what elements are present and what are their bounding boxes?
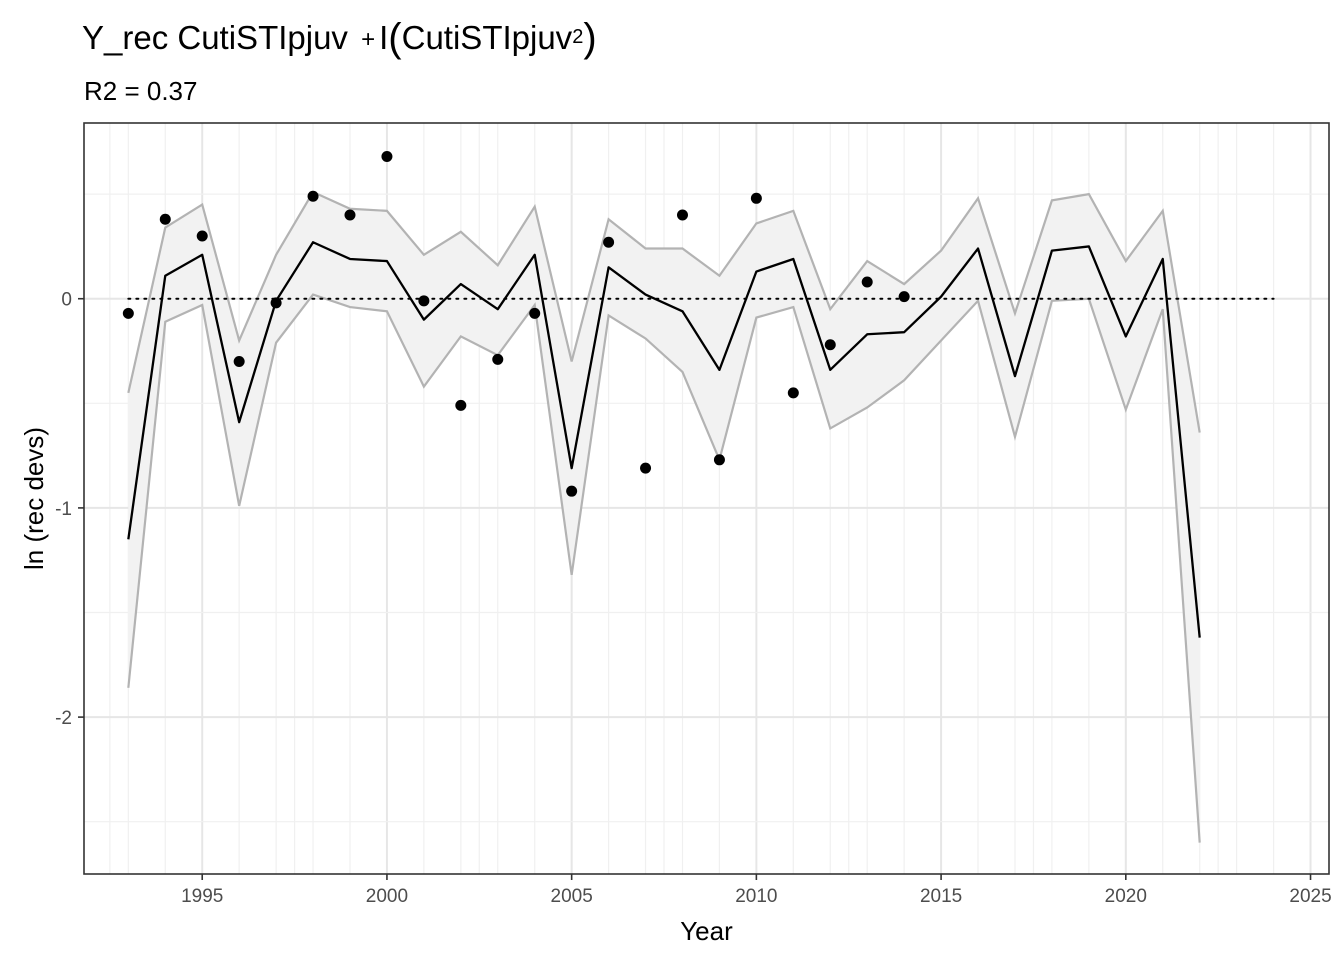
observed-point — [455, 399, 467, 411]
title-close-paren: ) — [583, 16, 597, 60]
chart-title: Y_rec CutiSTIpjuv + I(CutiSTIpjuv2) — [82, 14, 597, 60]
panel-background — [84, 123, 1329, 874]
observed-point — [492, 353, 504, 365]
grid-lines — [84, 123, 1329, 874]
observed-point — [787, 387, 799, 399]
chart-subtitle: R2 = 0.37 — [84, 76, 198, 106]
observed-point — [381, 150, 393, 162]
observed-point — [566, 485, 578, 497]
x-axis-title: Year — [680, 916, 733, 946]
observed-point — [676, 209, 688, 221]
observed-point — [196, 230, 208, 242]
title-prefix: Y_rec CutiSTIpjuv — [82, 19, 348, 56]
observed-point — [861, 276, 873, 288]
panel-border — [83, 122, 1330, 875]
observed-point — [122, 307, 134, 319]
observed-point — [713, 454, 725, 466]
observed-point — [750, 192, 762, 204]
observed-point — [418, 295, 430, 307]
title-plus: + — [361, 26, 376, 53]
observed-point — [233, 355, 245, 367]
lower-bound-line — [127, 293, 1201, 843]
y-axis-title: ln (rec devs) — [19, 427, 49, 570]
observed-point — [159, 213, 171, 225]
observed-point — [270, 297, 282, 309]
title-func: I — [379, 19, 389, 56]
title-open-paren: ( — [388, 16, 402, 60]
observed-point — [344, 209, 356, 221]
x-tick-label: 2020 — [1105, 886, 1147, 907]
x-tick-label: 2025 — [1289, 886, 1331, 907]
observed-point — [603, 236, 615, 248]
observed-point — [824, 339, 836, 351]
y-tick-label: -2 — [55, 708, 72, 729]
x-tick-label: 2015 — [920, 886, 962, 907]
y-tick-label: 0 — [61, 290, 72, 311]
upper-bound-line — [127, 190, 1201, 433]
x-tick-label: 1995 — [181, 886, 223, 907]
fitted-line — [127, 241, 1201, 638]
x-tick-label: 2010 — [735, 886, 777, 907]
observed-point — [640, 462, 652, 474]
panel-border-group — [83, 122, 1330, 875]
y-tick-label: -1 — [55, 499, 72, 520]
observed-point — [898, 291, 910, 303]
title-power: 2 — [572, 26, 584, 48]
fitted-line-group — [127, 241, 1201, 638]
observed-points — [122, 150, 910, 497]
observed-point — [307, 190, 319, 202]
title-inner: CutiSTIpjuv — [401, 19, 573, 56]
observed-point — [529, 307, 541, 319]
axis-ticks: 1995 2000 2005 2010 2015 2020 2025 0 -1 -2 — [55, 290, 1332, 907]
x-tick-label: 2005 — [551, 886, 593, 907]
x-tick-label: 2000 — [366, 886, 408, 907]
